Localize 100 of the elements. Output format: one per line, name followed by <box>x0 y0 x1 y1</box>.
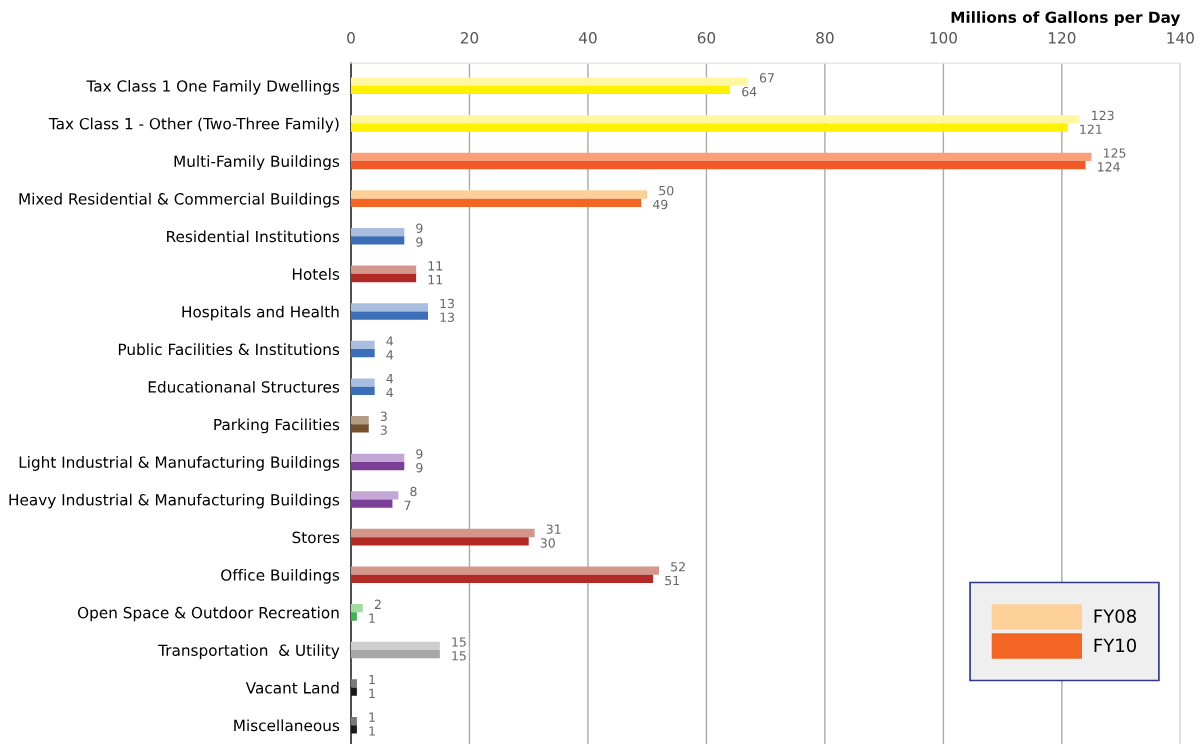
data-label: 11 <box>428 275 443 285</box>
data-label: 1 <box>369 726 375 736</box>
bar <box>350 725 357 734</box>
y-tick-label: Light Industrial & Manufacturing Buildings <box>19 456 340 471</box>
data-label: 52 <box>671 562 685 572</box>
x-tick-label: 60 <box>697 32 716 44</box>
data-label: 50 <box>659 185 674 196</box>
bar <box>350 566 660 575</box>
data-label: 67 <box>759 73 774 83</box>
x-tick-label: 80 <box>816 32 834 44</box>
x-tick-label: 20 <box>460 32 479 44</box>
bar <box>350 265 417 274</box>
y-tick-label: Public Facilities & Institutions <box>118 343 340 356</box>
bar <box>350 528 535 538</box>
y-tick-label: Hotels <box>292 268 340 280</box>
data-label: 9 <box>416 463 423 473</box>
bar <box>350 303 428 312</box>
bar <box>350 716 357 726</box>
data-label: 13 <box>440 312 455 323</box>
bar <box>350 574 654 584</box>
data-label: 4 <box>386 350 394 360</box>
bar <box>350 349 375 358</box>
bar <box>350 161 1086 170</box>
bar <box>350 123 1068 132</box>
data-label: 7 <box>404 500 411 510</box>
bar <box>350 311 428 320</box>
data-label: 15 <box>452 637 466 647</box>
data-label: 9 <box>416 237 423 247</box>
bar <box>350 152 1092 162</box>
y-tick-label: Heavy Industrial & Manufacturing Buildings <box>9 493 340 509</box>
x-tick-label: 120 <box>1048 32 1076 44</box>
bar <box>350 190 648 199</box>
y-tick-label: Tax Class 1 - Other (Two-Three Family) <box>48 117 339 133</box>
y-tick-label: Mixed Residential & Commercial Buildings <box>19 192 340 208</box>
data-label: 31 <box>546 524 561 534</box>
bar <box>350 85 731 95</box>
data-label: 1 <box>369 613 375 623</box>
bar <box>350 612 357 621</box>
data-label: 15 <box>452 651 466 661</box>
bar <box>350 679 357 688</box>
y-tick-label: Hospitals and Health <box>182 305 339 321</box>
bar <box>350 273 417 283</box>
data-label: 124 <box>1098 162 1120 172</box>
x-tick-label: 40 <box>578 32 597 44</box>
y-tick-label: Stores <box>292 531 340 544</box>
y-tick-label: Residential Institutions <box>167 230 340 243</box>
data-label: 3 <box>380 411 387 422</box>
y-tick-label: Open Space & Outdoor Recreation <box>77 606 339 622</box>
data-label: 4 <box>386 336 394 346</box>
bar <box>350 115 1080 124</box>
bar <box>350 424 369 433</box>
bar <box>350 461 405 471</box>
bar <box>350 227 405 237</box>
data-label: 30 <box>540 538 555 548</box>
bar <box>350 499 393 508</box>
y-tick-label: Vacant Land <box>245 681 339 694</box>
data-label: 3 <box>380 425 387 435</box>
y-tick-label: Educationanal Structures <box>148 380 340 393</box>
bar <box>350 77 748 86</box>
bar <box>350 649 440 659</box>
bar <box>350 386 375 395</box>
data-label: 1 <box>369 675 375 685</box>
data-label: 51 <box>665 576 679 586</box>
data-label: 11 <box>428 261 443 271</box>
y-tick-label: Transportation & Utility <box>158 644 340 659</box>
bar <box>350 378 375 387</box>
bar <box>350 604 363 613</box>
data-label: 13 <box>440 298 455 309</box>
x-tick-label: 100 <box>930 32 957 44</box>
data-label: 49 <box>652 199 668 210</box>
bar <box>350 453 405 462</box>
x-tick-label: 140 <box>1167 32 1194 44</box>
data-label: 4 <box>386 374 394 384</box>
bar <box>350 491 399 500</box>
y-tick-label: Parking Facilities <box>214 418 340 434</box>
y-tick-label: Tax Class 1 One Family Dwellings <box>86 80 340 95</box>
x-axis-title: Millions of Gallons per Day <box>951 11 1181 27</box>
data-label: 9 <box>416 223 423 233</box>
y-tick-label: Office Buildings <box>221 568 340 584</box>
bar <box>350 416 369 425</box>
data-label: 1 <box>369 688 375 698</box>
data-label: 64 <box>742 86 757 97</box>
data-label: 8 <box>410 486 417 497</box>
bar <box>350 198 642 207</box>
data-label: 123 <box>1092 110 1114 121</box>
data-label: 9 <box>416 449 423 459</box>
bar <box>350 236 405 245</box>
data-label: 1 <box>369 712 375 722</box>
data-label: 2 <box>374 599 381 609</box>
bar <box>350 687 357 696</box>
bar <box>350 641 440 650</box>
data-label: 121 <box>1080 124 1102 134</box>
bar <box>350 537 529 546</box>
bar <box>350 340 375 350</box>
legend-label: FY10 <box>1094 638 1137 653</box>
y-tick-label: Miscellaneous <box>234 719 340 732</box>
legend-label: FY08 <box>1094 609 1136 623</box>
data-label: 4 <box>386 387 394 398</box>
x-tick-label: 0 <box>347 32 355 44</box>
y-tick-label: Multi-Family Buildings <box>174 155 340 171</box>
